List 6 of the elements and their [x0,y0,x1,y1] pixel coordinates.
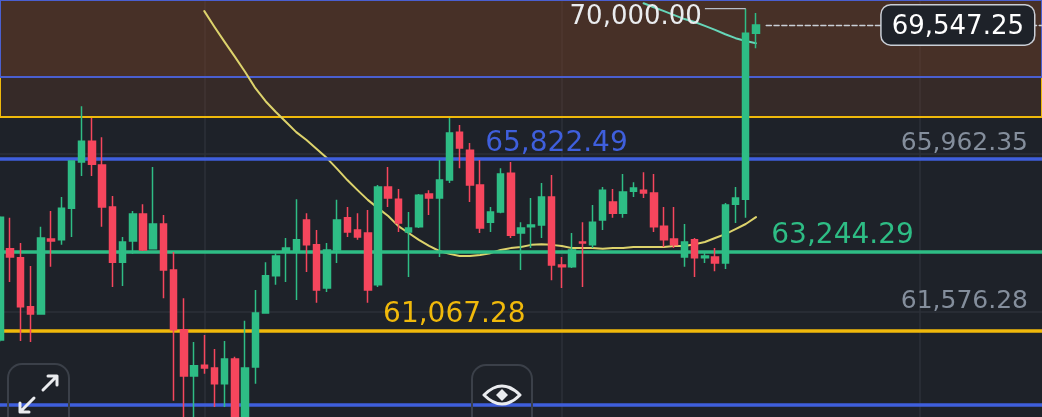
ref-line-label: 63,244.29 [771,217,914,251]
ref-line-label: 69,547.25 [891,9,1024,40]
ref-line-label: 61,067.28 [383,295,526,329]
ref-line-label: 65,822.49 [485,124,628,158]
y-tick-label: 61,576.28 [900,284,1028,314]
y-tick-label: 65,962.35 [900,127,1028,157]
